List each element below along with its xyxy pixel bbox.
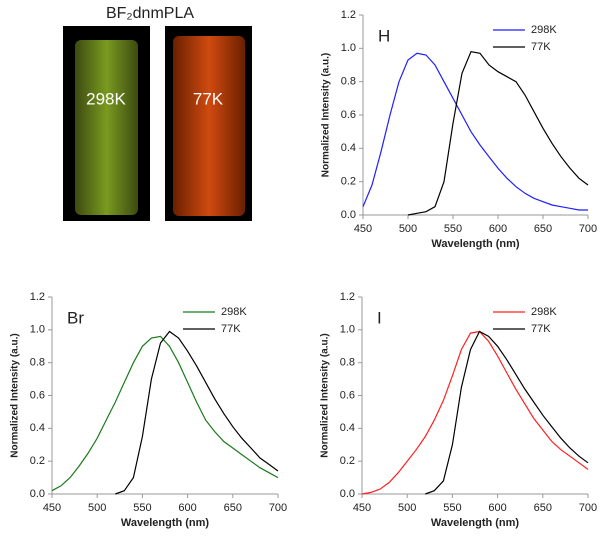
x-tick-label: 550 <box>133 502 151 514</box>
y-tick-label: 0.6 <box>30 389 45 401</box>
x-tick-label: 500 <box>398 502 416 514</box>
x-tick-label: 550 <box>443 502 461 514</box>
y-tick-label: 0.6 <box>341 109 356 121</box>
x-tick-label: 700 <box>579 502 597 514</box>
y-tick-label: 0.2 <box>340 455 355 467</box>
legend-label: 77K <box>531 41 551 53</box>
panel-label: H <box>378 26 390 45</box>
y-tick-label: 0.0 <box>340 488 355 500</box>
x-axis-label: Wavelength (nm) <box>431 517 520 529</box>
photo-label: 77K <box>193 89 224 108</box>
x-tick-label: 500 <box>88 502 106 514</box>
x-tick-label: 700 <box>579 223 597 235</box>
x-tick-label: 550 <box>444 223 462 235</box>
legend-label: 298K <box>531 306 557 318</box>
x-tick-label: 600 <box>178 502 196 514</box>
y-tick-label: 0.2 <box>30 455 45 467</box>
x-tick-label: 650 <box>224 502 242 514</box>
series-line <box>407 51 589 216</box>
x-tick-label: 450 <box>353 502 371 514</box>
x-tick-label: 600 <box>489 223 507 235</box>
y-tick-label: 0.8 <box>30 357 45 369</box>
y-tick-label: 1.2 <box>340 291 355 303</box>
x-tick-label: 700 <box>269 502 287 514</box>
y-tick-label: 0.8 <box>340 357 355 369</box>
panel-label: I <box>377 308 382 327</box>
series-line <box>51 335 279 492</box>
y-tick-label: 1.2 <box>341 9 356 21</box>
y-tick-label: 0.4 <box>340 422 355 434</box>
y-tick-label: 0.8 <box>341 76 356 88</box>
x-tick-label: 450 <box>43 502 61 514</box>
x-axis-label: Wavelength (nm) <box>121 517 210 529</box>
x-tick-label: 600 <box>488 502 506 514</box>
series-line <box>425 330 589 495</box>
y-tick-label: 1.0 <box>341 42 356 54</box>
x-axis-label: Wavelength (nm) <box>431 238 520 250</box>
y-axis-label: Normalized Intensity (a.u.) <box>10 333 21 457</box>
panel-label: Br <box>67 308 84 327</box>
y-axis-label: Normalized Intensity (a.u.) <box>320 333 331 457</box>
legend-label: 77K <box>221 323 241 335</box>
photo-label: 298K <box>86 89 126 108</box>
y-axis-label: Normalized Intensity (a.u.) <box>321 53 332 177</box>
legend-label: 298K <box>531 24 557 36</box>
vial-298k <box>75 40 138 215</box>
y-tick-label: 0.2 <box>341 176 356 188</box>
series-line <box>115 330 279 495</box>
x-tick-label: 500 <box>399 223 417 235</box>
legend-label: 298K <box>221 306 247 318</box>
x-tick-label: 650 <box>534 502 552 514</box>
series-line <box>362 52 588 211</box>
y-tick-label: 0.0 <box>341 209 356 221</box>
y-tick-label: 1.2 <box>30 291 45 303</box>
x-tick-label: 650 <box>534 223 552 235</box>
y-tick-label: 0.4 <box>341 142 356 154</box>
y-tick-label: 0.6 <box>340 389 355 401</box>
x-tick-label: 450 <box>354 223 372 235</box>
series-line <box>361 330 589 495</box>
photo-title: BF₂dnmPLA <box>106 5 194 22</box>
y-tick-label: 0.4 <box>30 422 45 434</box>
y-tick-label: 0.0 <box>30 488 45 500</box>
legend-label: 77K <box>531 323 551 335</box>
y-tick-label: 1.0 <box>30 324 45 336</box>
vial-77k <box>173 36 245 216</box>
y-tick-label: 1.0 <box>340 324 355 336</box>
